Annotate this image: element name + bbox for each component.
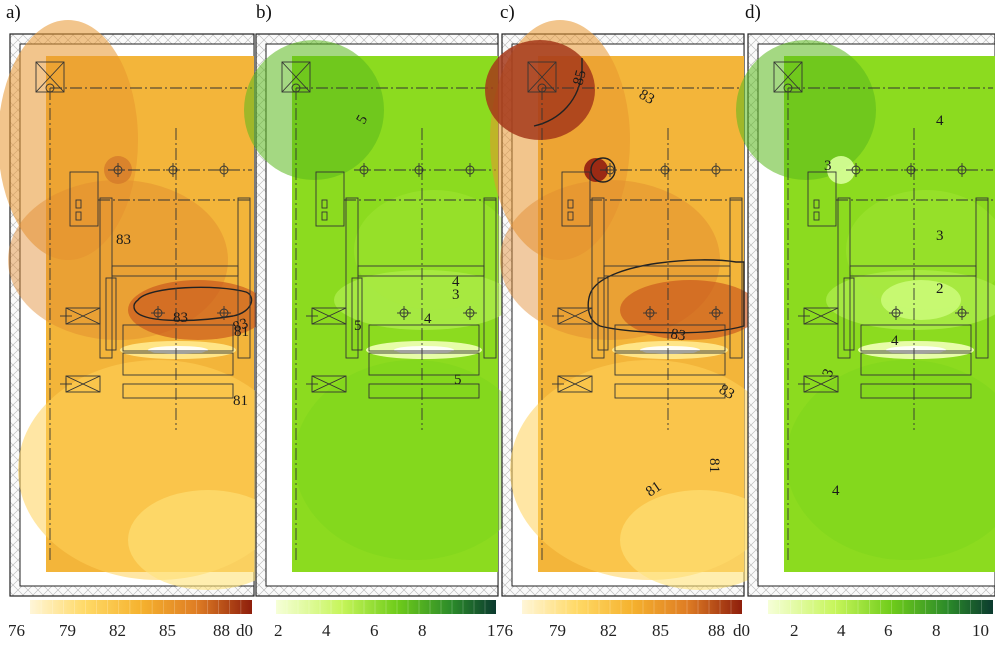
contour-region xyxy=(846,190,995,310)
contour-region xyxy=(786,360,995,560)
contour-label: 3 xyxy=(936,228,944,244)
contour-label: 85 xyxy=(570,68,589,87)
contour-label: 83 xyxy=(669,326,687,344)
contour-label: 3 xyxy=(824,158,832,174)
panel-b-label: b) xyxy=(256,2,272,23)
contour-label: 4 xyxy=(936,113,944,129)
contour-label: 81 xyxy=(234,324,249,340)
isoline xyxy=(133,286,253,322)
legend-c-tick-1: 76 xyxy=(496,621,513,640)
panel-c-label: c) xyxy=(500,2,515,23)
legend-d-tick-5: 10 xyxy=(972,621,989,640)
legend-c-tick-3: 82 xyxy=(600,621,617,640)
panel-d-label: d) xyxy=(745,2,761,23)
legend-b-tick-5: 1 xyxy=(487,621,496,640)
contour-region xyxy=(354,190,514,310)
contour-region xyxy=(244,40,384,180)
floor-plan xyxy=(281,61,497,560)
legend-d-tick-2: 4 xyxy=(837,621,846,640)
legend-a-tick-5: 88 xyxy=(213,621,230,640)
contour-label: 5 xyxy=(354,318,362,334)
bright-band-core xyxy=(394,346,454,354)
legend-b-tick-3: 6 xyxy=(370,621,379,640)
contour-label: 83 xyxy=(173,310,188,326)
contour-label: 83 xyxy=(716,382,737,403)
floor-plan xyxy=(527,61,743,560)
contour-region xyxy=(294,360,534,560)
contour-region xyxy=(620,490,780,590)
contour-label: 3 xyxy=(452,287,460,303)
contour-region xyxy=(620,280,760,340)
legend-d-tick-4: 8 xyxy=(932,621,941,640)
contour-label: 5 xyxy=(454,372,462,388)
contour-label: 83 xyxy=(636,87,657,108)
legend-c-tick-6: d0 xyxy=(733,621,750,640)
contour-label: 83 xyxy=(231,316,251,336)
contour-label: 81 xyxy=(233,393,248,409)
legend-a-tick-1: 76 xyxy=(8,621,25,640)
legend-a-tick-4: 85 xyxy=(159,621,176,640)
legend-a-tick-2: 79 xyxy=(59,621,76,640)
bright-band-core xyxy=(886,346,946,354)
contour-region xyxy=(334,270,514,330)
contour-region xyxy=(128,490,288,590)
legend-c-tick-5: 88 xyxy=(708,621,725,640)
legend-c-tick-4: 85 xyxy=(652,621,669,640)
contour-region xyxy=(827,156,855,184)
legend-b-tick-4: 8 xyxy=(418,621,427,640)
floor-plan xyxy=(773,61,993,560)
legend-a-tick-3: 82 xyxy=(109,621,126,640)
contour-region xyxy=(881,280,961,320)
legend-b-tick-1: 2 xyxy=(274,621,283,640)
legend-a-tick-6: d0 xyxy=(236,621,253,640)
contour-region xyxy=(736,40,876,180)
isoline xyxy=(533,58,583,127)
bright-band-core xyxy=(148,346,208,354)
contour-label: 4 xyxy=(891,333,899,349)
panel-a-label: a) xyxy=(6,2,21,23)
legend-d-tick-3: 6 xyxy=(884,621,893,640)
contour-label: 83 xyxy=(116,232,131,248)
legend-b-tick-2: 4 xyxy=(322,621,331,640)
contour-label: 4 xyxy=(832,483,840,499)
contour-label: 2 xyxy=(936,281,944,297)
contour-label: 81 xyxy=(706,458,722,473)
legend-c-tick-2: 79 xyxy=(549,621,566,640)
contour-region xyxy=(485,40,595,140)
bright-band-core xyxy=(640,346,700,354)
legend-d-tick-1: 2 xyxy=(790,621,799,640)
contour-label: 4 xyxy=(424,311,432,327)
floor-plan xyxy=(35,61,252,560)
contour-label: 4 xyxy=(452,274,460,290)
